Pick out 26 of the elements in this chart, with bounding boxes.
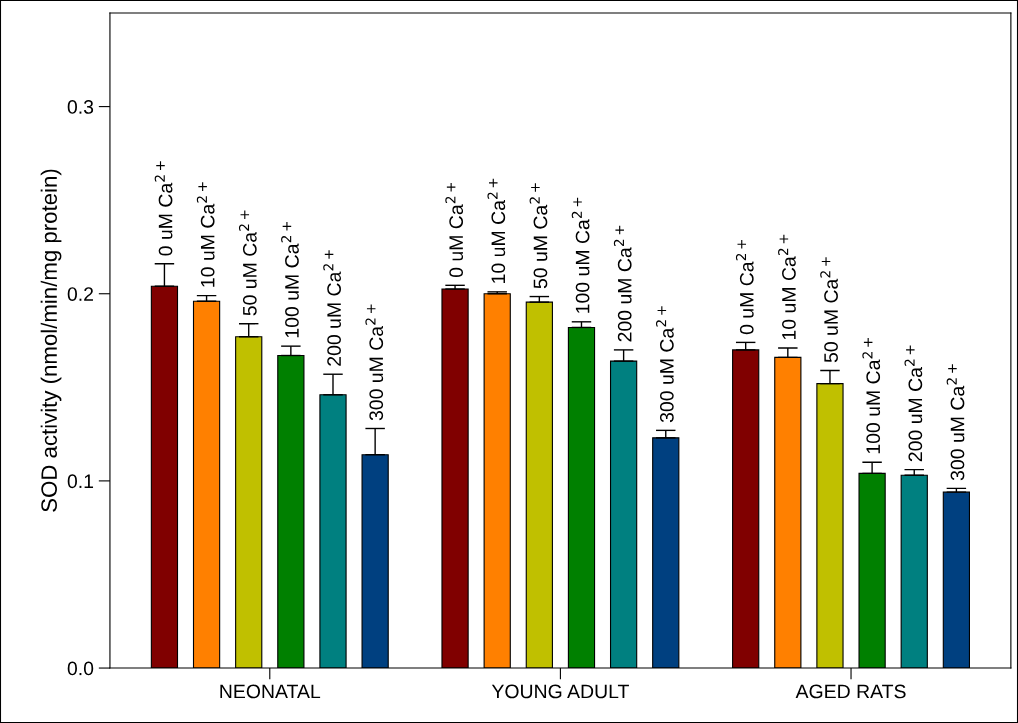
text: 100 uM Ca$^{2+}$ <box>571 197 590 313</box>
text: 0 uM Ca$^{2+}$ <box>735 239 754 335</box>
text: 200 uM Ca$^{2+}$ <box>323 250 341 366</box>
x-tick-label: AGED RATS <box>795 684 906 699</box>
text: 50 uM Ca$^{2+}$ <box>529 183 548 289</box>
text: 200 uM Ca$^{2+}$ <box>904 345 923 462</box>
x-tick-label: YOUNG ADULT <box>491 684 629 699</box>
y-tick-label: 0.1 <box>67 474 94 489</box>
y-tick-label: 0.3 <box>67 100 94 114</box>
x-tick-label: NEONATAL <box>220 684 321 699</box>
text: 200 uM Ca$^{2+}$ <box>613 225 632 342</box>
text: 100 uM Ca$^{2+}$ <box>281 222 299 338</box>
text: 10 uM Ca$^{2+}$ <box>487 178 506 283</box>
text: 100 uM Ca$^{2+}$ <box>862 338 881 454</box>
y-tick-label: 0.2 <box>67 287 93 301</box>
text: 0 uM Ca$^{2+}$ <box>445 182 464 278</box>
text: 50 uM Ca$^{2+}$ <box>820 257 838 363</box>
y-tick-label: 0.0 <box>67 661 94 676</box>
text: 0 uM Ca$^{2+}$ <box>154 161 173 256</box>
text: 300 uM Ca$^{2+}$ <box>365 304 384 421</box>
text: 50 uM Ca$^{2+}$ <box>238 210 257 316</box>
text: 10 uM Ca$^{2+}$ <box>196 182 215 287</box>
text: 10 uM Ca$^{2+}$ <box>778 234 796 340</box>
text: 300 uM Ca$^{2+}$ <box>656 306 674 423</box>
text: 300 uM Ca$^{2+}$ <box>946 364 965 481</box>
y-axis-title: SOD activity (nmol/min/mg protein) <box>40 169 62 512</box>
